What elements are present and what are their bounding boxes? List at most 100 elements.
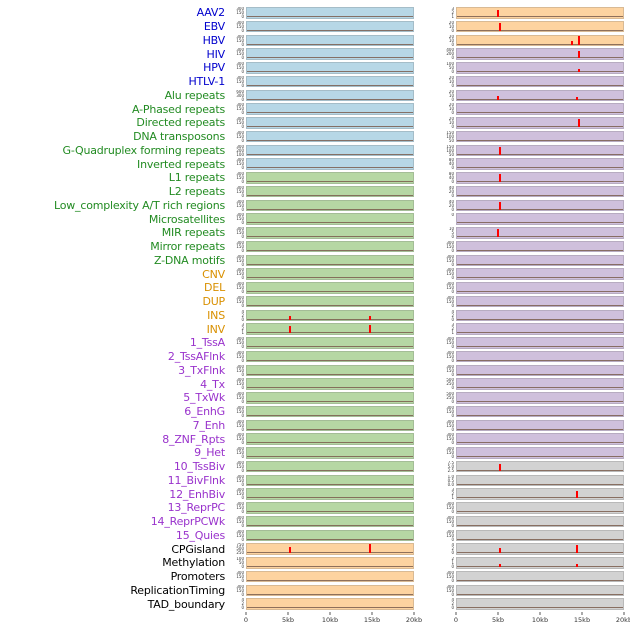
signal-baseline (247, 304, 413, 306)
y-axis-ticks: 20 10 0 (414, 21, 456, 33)
track-panel-left (246, 364, 414, 377)
track-panel-right (456, 337, 624, 349)
y-tick-label: 20 (448, 188, 454, 194)
y-tick-label: 0 (241, 247, 244, 253)
track-row: 6_EnhG 300 150 0 300 150 0 (0, 405, 630, 419)
track-panel-right (456, 185, 624, 198)
y-tick-label: 0 (451, 426, 454, 432)
y-tick-label: 300 (446, 584, 454, 589)
track-panel-left (246, 172, 414, 184)
y-axis-ticks: 300 150 0 (230, 351, 246, 363)
track-label: 1_TssA (189, 336, 225, 350)
signal-baseline (247, 139, 413, 141)
track-label: L2 repeats (168, 185, 225, 199)
track-label: HPV (203, 61, 225, 75)
y-tick-label: 300 (236, 584, 244, 589)
track-row: DNA transposons 300 150 0 150 100 50 (0, 130, 630, 144)
signal-baseline (457, 428, 623, 430)
signal-baseline (247, 167, 413, 169)
track-label: A-Phased repeats (132, 102, 225, 116)
track-panel-right (456, 254, 624, 267)
x-axis-left: 0 5kb 10kb 15kb 20kb (244, 612, 422, 629)
signal-baseline (457, 538, 623, 540)
signal-peak (575, 490, 578, 499)
signal-peak (288, 547, 291, 554)
y-axis-ticks: 300 150 0 (414, 241, 456, 253)
y-axis-ticks: 300 150 0 (230, 76, 246, 88)
y-tick-label: 0 (451, 234, 454, 239)
track-row: INV 3 2 1 3 2 1 (0, 322, 630, 336)
track-label: 12_EnhBiv (169, 487, 225, 501)
track-panel-left (246, 460, 414, 473)
y-tick-label: 150 (446, 298, 454, 304)
y-axis-ticks: 300 150 0 (414, 516, 456, 528)
track-panel-right (456, 117, 624, 129)
signal-baseline (247, 607, 413, 609)
y-tick-label: 150 (446, 243, 454, 249)
y-tick-label: 0 (241, 124, 244, 129)
y-tick-label: 150 (236, 463, 244, 469)
y-axis-ticks: 300 150 0 (414, 351, 456, 363)
y-tick-label: 80 (448, 158, 454, 163)
y-axis-ticks: 150 100 50 (414, 131, 456, 143)
y-tick-label: 300 (446, 433, 454, 438)
y-tick-label: 3 (451, 488, 454, 493)
signal-baseline (247, 566, 413, 568)
y-tick-label: 40 (448, 185, 454, 190)
y-axis-ticks: 300 150 0 (230, 103, 246, 115)
y-tick-label: 10 (448, 106, 454, 112)
track-panel-left (246, 405, 414, 418)
y-axis-ticks: 300 150 0 (230, 392, 246, 404)
y-tick-label: 150 (236, 367, 244, 373)
track-row: 12_EnhBiv 300 150 0 3 2 1 (0, 487, 630, 501)
track-panel-left (246, 185, 414, 198)
track-row: Inverted repeats 300 150 0 80 40 0 (0, 157, 630, 171)
track-panel-right (456, 419, 624, 432)
y-tick-label: 100 (446, 62, 454, 67)
signal-peak (498, 174, 501, 183)
y-axis-ticks: 300 150 0 (230, 48, 246, 60)
signal-baseline (247, 208, 413, 210)
y-tick-label: 0 (241, 69, 244, 74)
track-panel-left (246, 48, 414, 60)
y-tick-label: 0 (451, 371, 454, 377)
y-tick-label: 0 (451, 82, 454, 88)
y-tick-label: 0 (241, 577, 244, 583)
x-axis-label: 5kb (491, 616, 505, 624)
y-tick-label: 20 (448, 75, 454, 80)
y-axis-ticks: 300 150 0 (230, 530, 246, 542)
y-axis-ticks: 300 150 0 (230, 213, 246, 225)
track-label: Z-DNA motifs (153, 253, 225, 267)
signal-baseline (457, 304, 623, 306)
track-row: L2 repeats 300 150 0 40 20 0 (0, 185, 630, 199)
signal-baseline (457, 126, 623, 128)
y-axis-ticks: 300 150 0 (230, 433, 246, 445)
y-axis-ticks: 300 150 0 (230, 378, 246, 390)
y-tick-label: 1 (451, 495, 454, 500)
signal-baseline (247, 359, 413, 361)
y-tick-label: 0 (451, 261, 454, 267)
y-axis-ticks: 7.55.02.50.0 (414, 461, 456, 473)
y-axis-ticks: 300 150 0 (230, 296, 246, 308)
y-tick-label: 40 (448, 199, 454, 204)
track-row: 14_ReprPCWk 300 150 0 300 150 0 (0, 515, 630, 529)
track-label: HBV (202, 33, 226, 47)
y-tick-label: 50 (448, 151, 454, 157)
y-tick-label: 0 (241, 467, 244, 473)
y-tick-label: 0 (451, 69, 454, 74)
y-tick-label: 3 (451, 323, 454, 328)
signal-peak (498, 547, 501, 554)
x-axis-label: 0 (453, 616, 459, 624)
x-axis-tick (329, 612, 331, 615)
signal-baseline (457, 208, 623, 210)
signal-baseline (247, 414, 413, 416)
y-tick-label: 0 (241, 605, 244, 610)
track-panel-left (246, 199, 414, 212)
y-tick-label: 10 (448, 23, 454, 29)
track-label: 13_ReprPC (167, 501, 226, 515)
track-panel-right (456, 295, 624, 308)
